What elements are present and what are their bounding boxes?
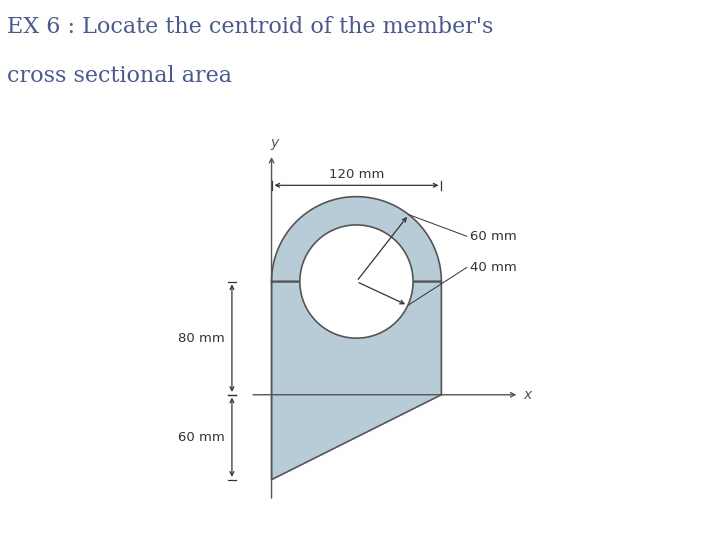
Polygon shape <box>300 225 413 338</box>
Text: EX 6 : Locate the centroid of the member's: EX 6 : Locate the centroid of the member… <box>7 16 494 38</box>
Text: 40 mm: 40 mm <box>469 261 516 274</box>
Text: 60 mm: 60 mm <box>469 230 516 243</box>
Text: 60 mm: 60 mm <box>178 431 225 444</box>
Text: cross sectional area: cross sectional area <box>7 65 232 87</box>
Text: 80 mm: 80 mm <box>178 332 225 345</box>
Text: 120 mm: 120 mm <box>329 168 384 181</box>
Text: x: x <box>523 388 531 402</box>
Polygon shape <box>271 197 441 480</box>
Text: y: y <box>270 136 279 150</box>
